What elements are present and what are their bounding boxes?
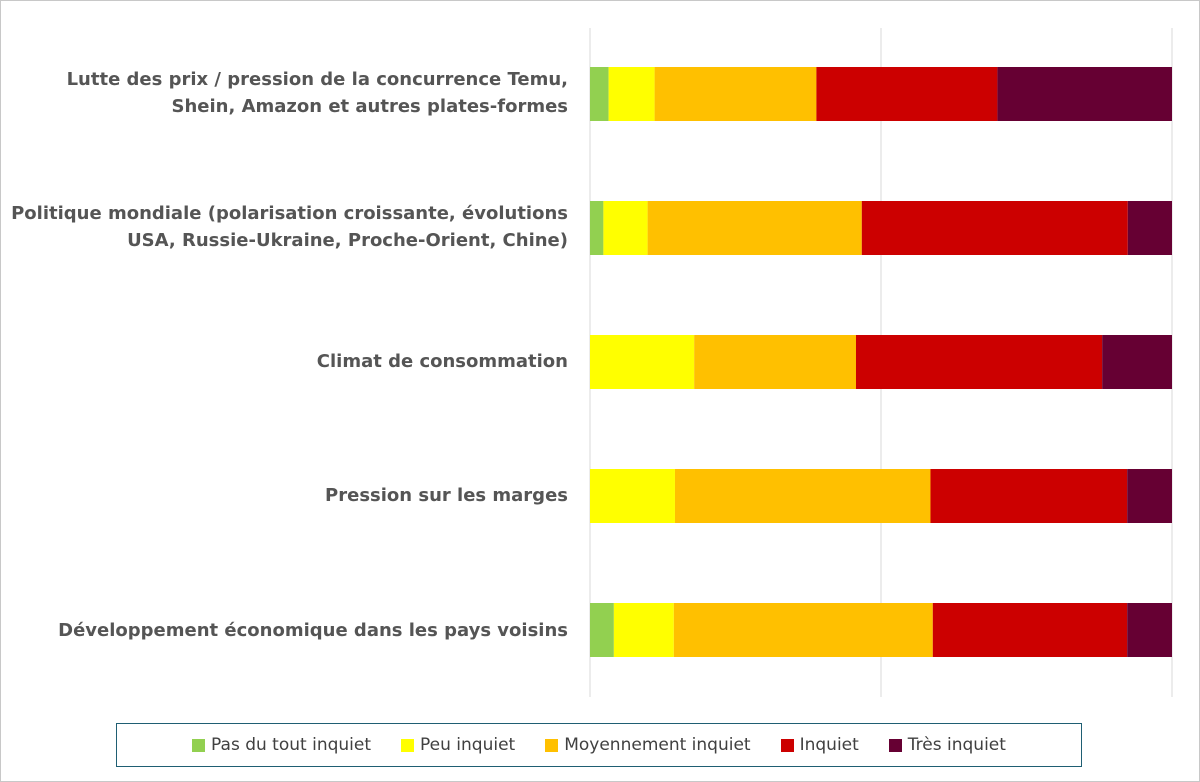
legend-item: Peu inquiet — [401, 735, 515, 755]
bar-segment-c4-s2 — [673, 603, 933, 657]
legend-label: Très inquiet — [907, 735, 1006, 755]
bar-segment-c4-s4 — [1127, 603, 1172, 657]
legend-item: Pas du tout inquiet — [192, 735, 371, 755]
legend-swatch — [780, 738, 794, 752]
bar-segment-c2-s2 — [694, 335, 856, 389]
bar-segment-c1-s2 — [647, 201, 862, 255]
bar-segment-c0-s1 — [608, 67, 655, 121]
legend-item: Inquiet — [780, 735, 859, 755]
bar-segment-c1-s1 — [603, 201, 648, 255]
bar-segment-c4-s0 — [590, 603, 614, 657]
bar-segment-c0-s2 — [654, 67, 817, 121]
category-label: Climat de consommation — [316, 351, 568, 372]
bar-segment-c4-s1 — [613, 603, 674, 657]
legend-label: Inquiet — [799, 735, 859, 755]
legend-swatch — [545, 738, 559, 752]
bar-segment-c1-s3 — [861, 201, 1128, 255]
category-label: Pression sur les marges — [325, 485, 568, 506]
category-label: Lutte des prix / pression de la concurre… — [66, 69, 568, 117]
bar-segment-c2-s1 — [590, 335, 695, 389]
bar-segment-c3-s1 — [590, 469, 675, 523]
bar-segment-c2-s4 — [1102, 335, 1172, 389]
bar-segment-c3-s3 — [930, 469, 1128, 523]
category-label: Développement économique dans les pays v… — [58, 620, 568, 641]
category-label: Politique mondiale (polarisation croissa… — [11, 203, 568, 251]
legend: Pas du tout inquiet Peu inquiet Moyennemen… — [116, 723, 1082, 767]
bars — [590, 67, 1172, 657]
legend-swatch — [192, 738, 206, 752]
legend-label: Pas du tout inquiet — [211, 735, 372, 755]
bar-segment-c3-s2 — [674, 469, 931, 523]
bar-segment-c0-s3 — [816, 67, 998, 121]
legend-swatch — [888, 738, 902, 752]
legend-label: Moyennement inquiet — [564, 735, 751, 755]
legend-item: Moyennement inquiet — [545, 735, 751, 755]
bar-segment-c1-s4 — [1127, 201, 1172, 255]
bar-segment-c0-s4 — [997, 67, 1172, 121]
legend-swatch — [401, 738, 415, 752]
bar-segment-c1-s0 — [590, 201, 604, 255]
bar-segment-c4-s3 — [932, 603, 1128, 657]
bar-segment-c3-s4 — [1127, 469, 1172, 523]
legend-label: Peu inquiet — [420, 735, 516, 755]
bar-segment-c0-s0 — [590, 67, 609, 121]
bar-segment-c2-s3 — [855, 335, 1103, 389]
legend-item: Très inquiet — [888, 735, 1006, 755]
